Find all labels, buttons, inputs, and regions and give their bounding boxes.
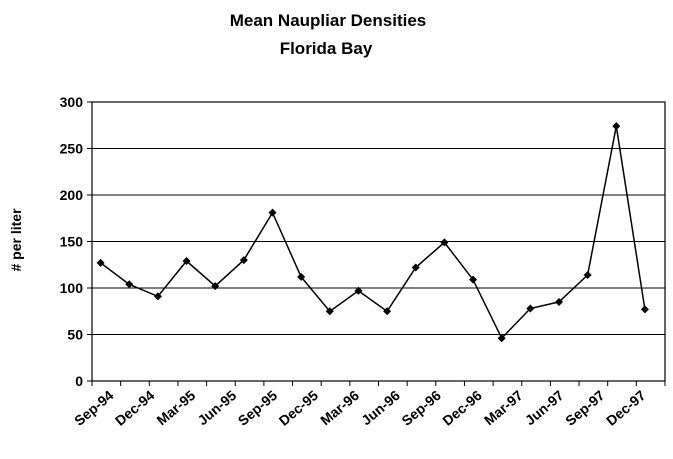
series-line (100, 126, 646, 340)
y-tick-label: 200 (60, 187, 84, 203)
chart-subtitle: Florida Bay (280, 39, 373, 58)
data-point (239, 256, 248, 265)
chart-title: Mean Naupliar Densities (230, 11, 427, 30)
data-point (583, 270, 592, 279)
x-tick-label: Dec-97 (603, 387, 649, 429)
data-point (354, 286, 363, 295)
y-tick-label: 50 (67, 327, 83, 343)
x-tick-label: Sep-95 (235, 387, 281, 429)
x-tick-label: Jun-97 (522, 387, 567, 428)
y-axis-ticks: 0 50 100 150 200 250 300 (60, 94, 92, 389)
data-point (182, 257, 191, 266)
y-axis-label: # per liter (8, 208, 24, 272)
data-point (96, 258, 105, 267)
y-tick-label: 150 (60, 234, 84, 250)
data-point (268, 208, 277, 217)
x-tick-label: Sep-97 (562, 387, 608, 429)
data-point (612, 122, 621, 131)
x-tick-label: Dec-96 (439, 387, 485, 429)
data-point (211, 282, 220, 291)
series-markers (96, 122, 649, 343)
data-point (325, 307, 334, 316)
grid-lines (92, 148, 665, 335)
y-tick-label: 300 (60, 94, 84, 110)
data-point (125, 280, 134, 289)
x-tick-label: Mar-95 (153, 387, 198, 428)
y-tick-label: 0 (75, 373, 83, 389)
y-tick-label: 100 (60, 280, 84, 296)
x-tick-label: Jun-95 (194, 387, 239, 428)
data-point (554, 297, 563, 306)
data-point (297, 272, 306, 281)
y-tick-label: 250 (60, 141, 84, 157)
data-point (640, 305, 649, 314)
x-tick-label: Jun-96 (358, 387, 403, 428)
data-point (411, 263, 420, 272)
data-point (497, 334, 506, 343)
data-point (526, 304, 535, 313)
x-tick-label: Dec-95 (276, 387, 322, 429)
x-tick-label: Mar-97 (481, 387, 526, 428)
data-point (153, 292, 162, 301)
data-point (440, 238, 449, 247)
x-tick-label: Mar-96 (317, 387, 362, 428)
x-tick-label: Sep-96 (398, 387, 444, 429)
x-tick-label: Dec-94 (112, 387, 158, 429)
x-axis-ticks: Sep-94Dec-94Mar-95Jun-95Sep-95Dec-95Mar-… (71, 381, 666, 429)
data-point (383, 307, 392, 316)
data-point (469, 275, 478, 284)
x-tick-label: Sep-94 (71, 387, 117, 429)
